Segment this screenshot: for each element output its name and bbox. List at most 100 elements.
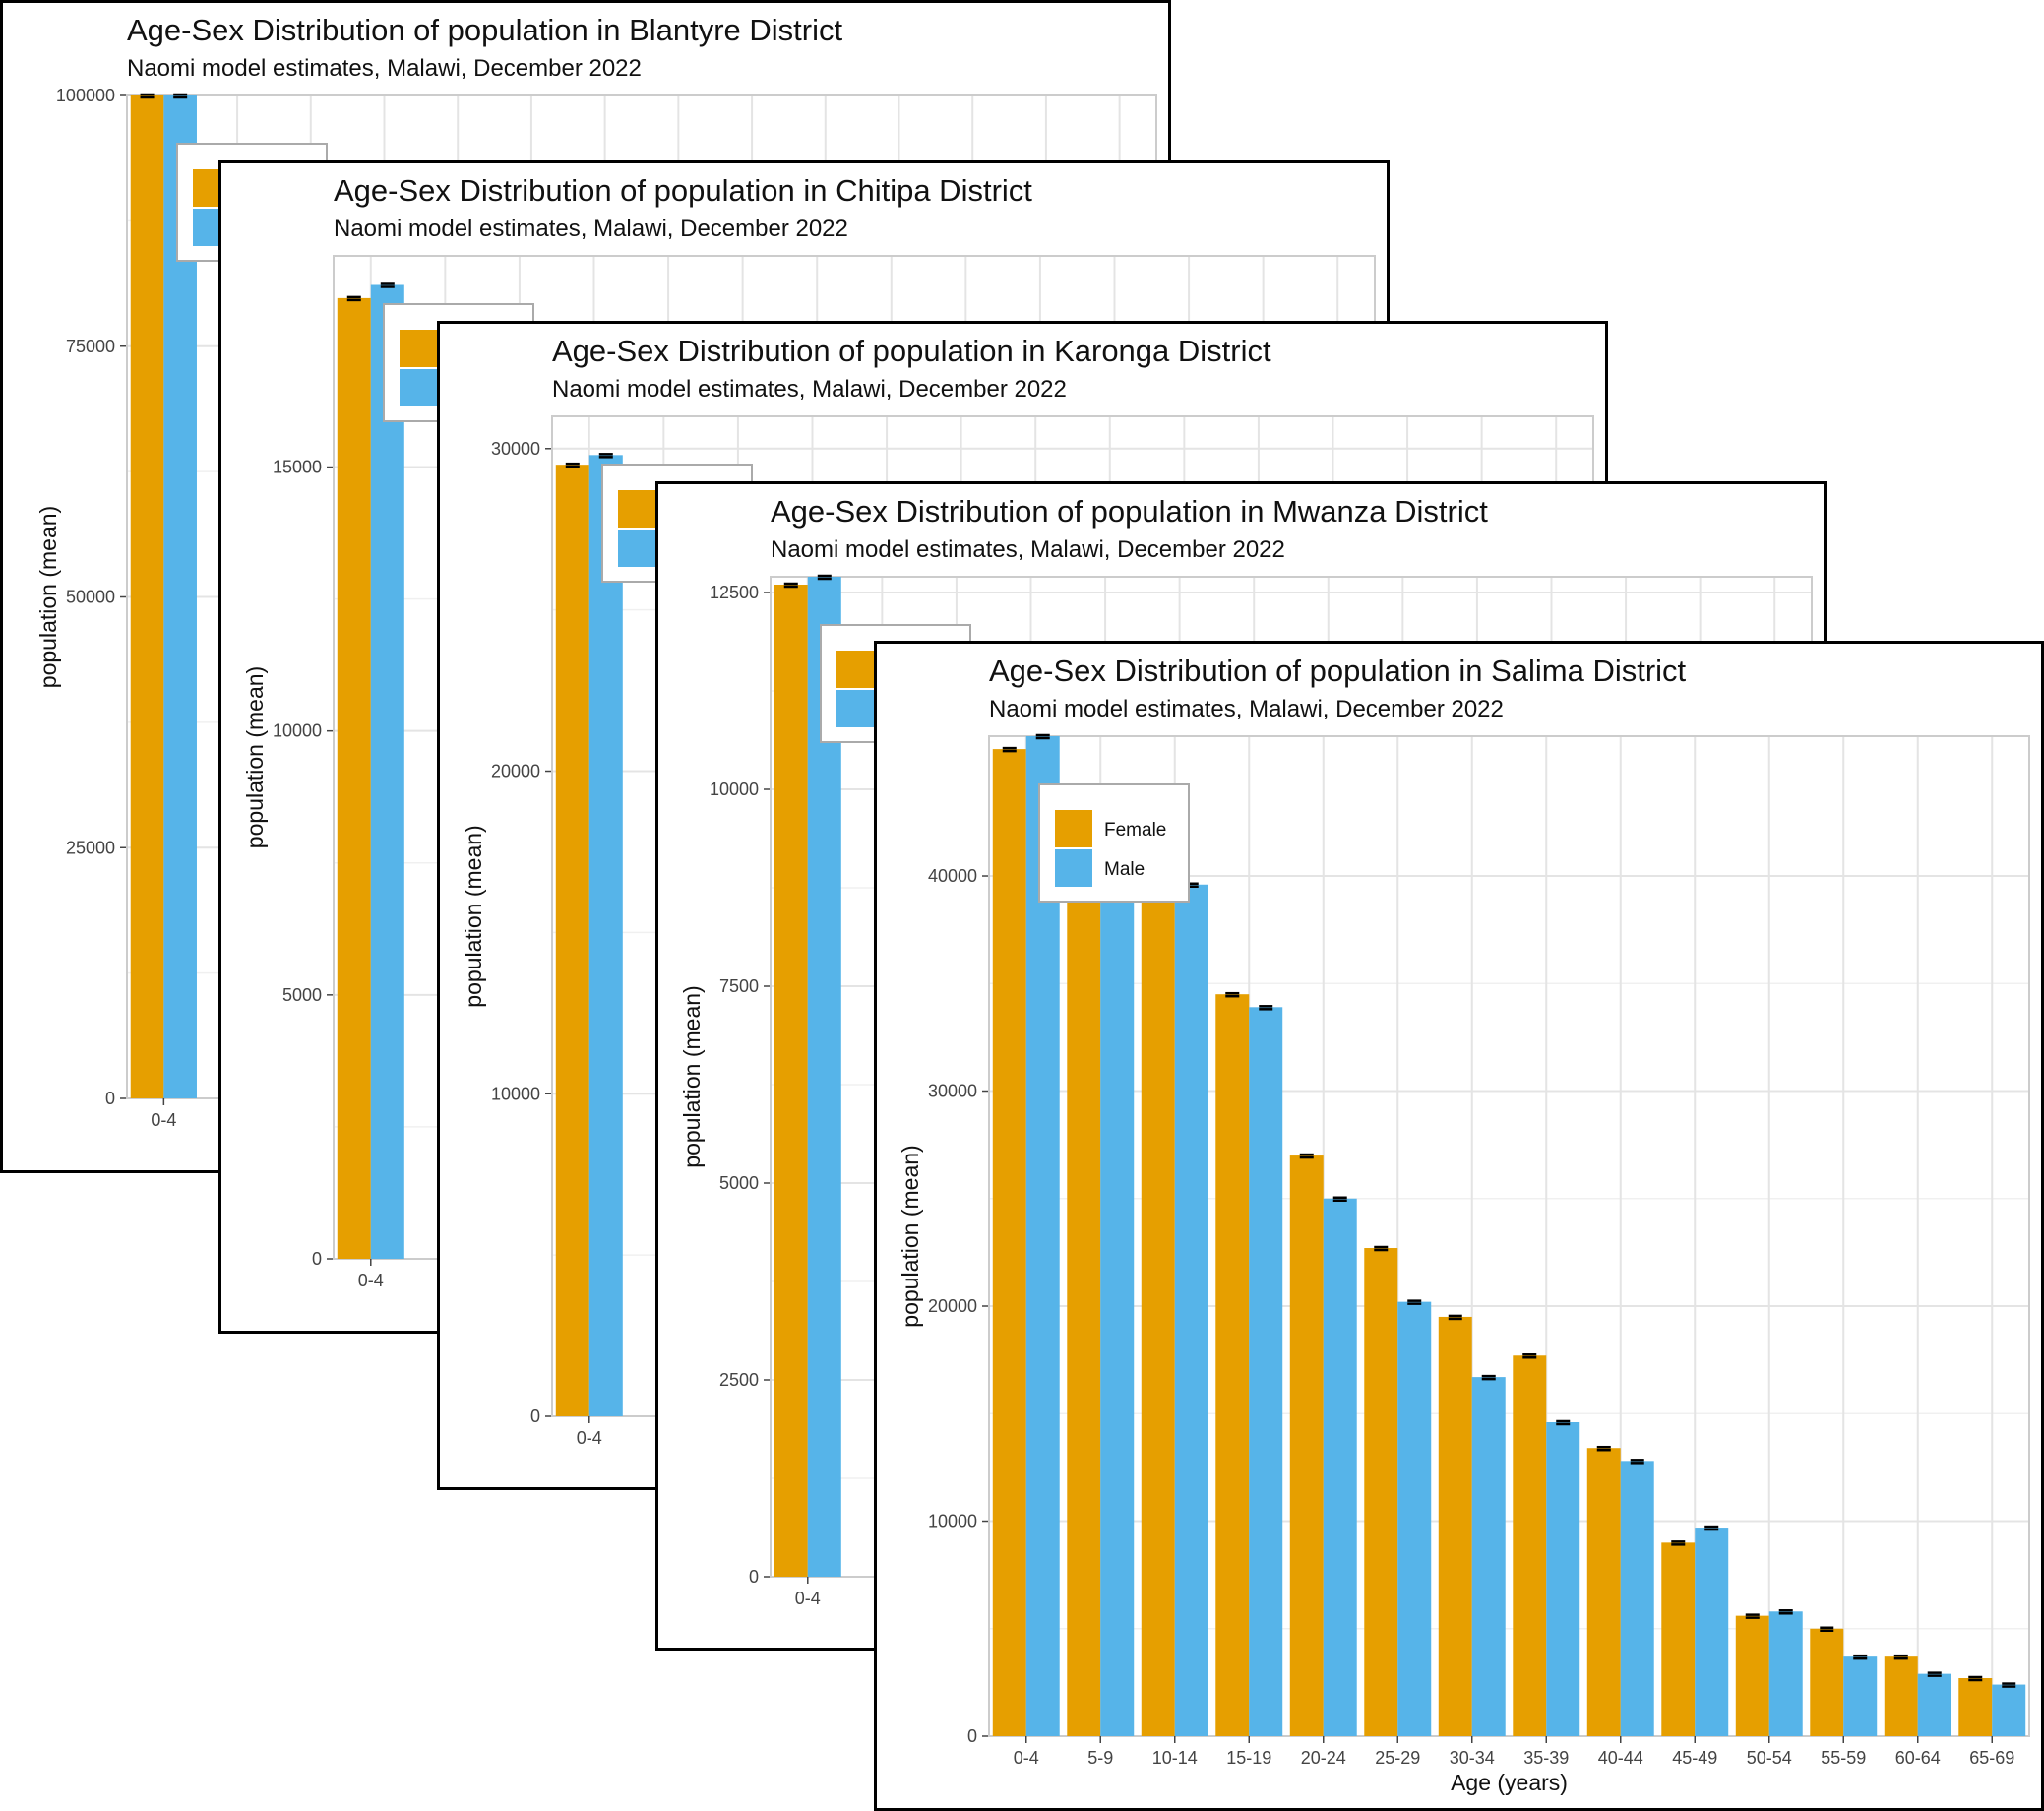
y-axis-label: population (mean) [461, 825, 486, 1007]
bar-female [774, 585, 808, 1577]
bar-male [588, 455, 623, 1416]
bar-male [1397, 1301, 1432, 1736]
bar-female [1141, 854, 1175, 1736]
bar-female [1810, 1628, 1844, 1736]
y-tick-label: 0 [105, 1089, 115, 1108]
y-tick-label: 30000 [928, 1082, 977, 1101]
bar-male [163, 95, 197, 1098]
x-tick-label: 10-14 [1152, 1748, 1198, 1768]
bars [992, 733, 2026, 1736]
y-tick-label: 0 [530, 1406, 540, 1426]
legend-swatch-male [618, 530, 655, 567]
x-tick-label: 5-9 [1087, 1748, 1113, 1768]
bar-male [1323, 1198, 1357, 1736]
legend-label: Female [1104, 820, 1166, 841]
y-axis-label: population (mean) [242, 666, 268, 848]
chart-subtitle: Naomi model estimates, Malawi, December … [334, 216, 848, 242]
chart-title: Age-Sex Distribution of population in Ka… [552, 334, 1271, 368]
legend-swatch-male [400, 369, 437, 406]
y-tick-label: 10000 [928, 1512, 977, 1531]
bar-male [1174, 884, 1208, 1736]
x-tick-label: 0-4 [577, 1428, 602, 1448]
chart-title: Age-Sex Distribution of population in Sa… [989, 654, 1687, 688]
y-tick-label: 20000 [491, 762, 540, 781]
bar-female [1215, 994, 1250, 1736]
bar-male [1695, 1528, 1729, 1736]
x-tick-label: 0-4 [358, 1271, 384, 1290]
bar-female [992, 749, 1026, 1736]
legend-swatch-female [836, 651, 874, 688]
bars [774, 574, 841, 1577]
y-tick-label: 100000 [56, 86, 115, 105]
y-tick-label: 0 [312, 1249, 322, 1269]
x-tick-label: 65-69 [1969, 1748, 2014, 1768]
bar-male [1917, 1673, 1951, 1736]
chart-title: Age-Sex Distribution of population in Bl… [127, 13, 843, 47]
bar-female [1289, 1155, 1324, 1736]
bar-male [807, 577, 841, 1577]
bar-male [370, 284, 404, 1259]
y-tick-label: 5000 [719, 1173, 759, 1193]
x-tick-label: 35-39 [1523, 1748, 1569, 1768]
y-tick-label: 15000 [273, 458, 322, 477]
y-tick-label: 2500 [719, 1370, 759, 1390]
legend-swatch-male [1055, 849, 1092, 887]
bar-female [1438, 1316, 1472, 1736]
bar-female [1513, 1355, 1547, 1736]
y-tick-label: 10000 [273, 721, 322, 741]
chart-subtitle: Naomi model estimates, Malawi, December … [552, 376, 1067, 403]
bar-male [1992, 1684, 2026, 1736]
x-tick-label: 30-34 [1450, 1748, 1495, 1768]
bar-male [1100, 800, 1135, 1736]
bar-male [1025, 736, 1060, 1736]
chart-subtitle: Naomi model estimates, Malawi, December … [127, 55, 642, 82]
y-tick-label: 7500 [719, 976, 759, 996]
bar-male [1843, 1656, 1878, 1736]
bar-female [1958, 1678, 1993, 1736]
chart-title: Age-Sex Distribution of population in Mw… [771, 494, 1488, 529]
y-tick-label: 30000 [491, 439, 540, 459]
x-tick-label: 15-19 [1226, 1748, 1271, 1768]
y-tick-label: 5000 [282, 985, 322, 1005]
plot-border [988, 735, 2030, 1737]
x-tick-label: 0-4 [795, 1589, 821, 1608]
bars [130, 93, 197, 1098]
legend-swatch-female [618, 490, 655, 528]
y-axis-label: population (mean) [679, 985, 705, 1167]
y-tick-label: 0 [967, 1726, 977, 1746]
bar-female [1586, 1448, 1621, 1736]
x-tick-label: 0-4 [151, 1110, 176, 1130]
y-tick-label: 20000 [928, 1296, 977, 1316]
bar-female [1884, 1656, 1918, 1736]
bar-male [1249, 1007, 1283, 1736]
y-axis-label: population (mean) [35, 506, 61, 688]
bar-female [130, 95, 164, 1098]
x-tick-label: 50-54 [1747, 1748, 1792, 1768]
bars [555, 453, 623, 1417]
x-tick-label: 20-24 [1301, 1748, 1346, 1768]
bar-male [1471, 1377, 1506, 1736]
bar-male [1620, 1461, 1654, 1736]
legend-swatch-male [836, 690, 874, 727]
y-tick-label: 40000 [928, 866, 977, 886]
y-tick-label: 10000 [491, 1084, 540, 1103]
chart-subtitle: Naomi model estimates, Malawi, December … [771, 536, 1285, 563]
y-tick-label: 10000 [710, 780, 759, 799]
x-tick-label: 25-29 [1375, 1748, 1420, 1768]
x-tick-label: 55-59 [1821, 1748, 1866, 1768]
bar-female [1661, 1542, 1696, 1736]
plot-area: 0 10000 20000 30000 40000 0-4 5-9 10-14 15-19 20-… [898, 733, 2030, 1795]
legend: Female Male [1038, 783, 1190, 903]
x-axis-label: Age (years) [1451, 1770, 1568, 1795]
legend-label: Male [1104, 859, 1145, 880]
bar-female [1067, 811, 1101, 1736]
chart-subtitle: Naomi model estimates, Malawi, December … [989, 696, 1504, 722]
y-axis-label: population (mean) [898, 1145, 923, 1327]
bars [337, 282, 404, 1259]
x-tick-label: 60-64 [1895, 1748, 1941, 1768]
y-tick-label: 0 [749, 1567, 759, 1587]
y-tick-label: 25000 [66, 838, 115, 857]
bar-female [1735, 1615, 1769, 1736]
legend-swatch-female [400, 330, 437, 367]
